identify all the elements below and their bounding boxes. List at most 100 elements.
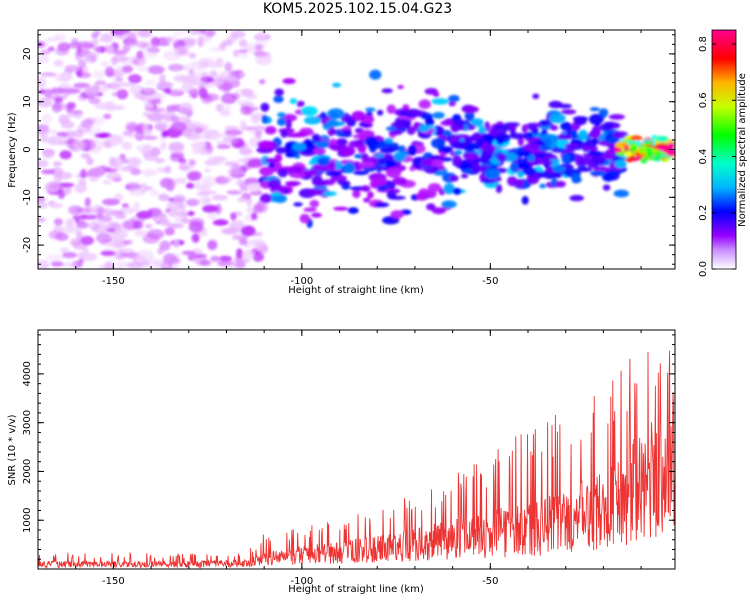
spectrogram-cell xyxy=(116,266,124,269)
spectrogram-cell xyxy=(239,182,249,190)
spectrogram-cell xyxy=(290,171,306,179)
spectrogram-cell xyxy=(126,36,138,48)
x-tick-label: -100 xyxy=(290,576,313,587)
spectrogram-cell xyxy=(189,170,202,181)
spectrogram-cell xyxy=(431,207,446,215)
colorbar-frame xyxy=(711,29,737,270)
spectrogram-cell xyxy=(108,134,124,146)
spectrogram-cell xyxy=(317,157,330,167)
spectrogram-cell xyxy=(159,74,166,84)
spectrogram-cell xyxy=(65,218,75,228)
spectrogram-cell xyxy=(240,225,256,237)
spectrogram-cell xyxy=(604,149,616,161)
spectrogram-cell xyxy=(386,104,396,114)
spectrogram-cell xyxy=(374,153,384,158)
spectrogram-cell xyxy=(252,251,264,262)
spectrogram-cell xyxy=(181,83,194,90)
spectrogram-cell xyxy=(319,112,327,119)
spectrogram-cell xyxy=(438,165,446,171)
y-tick-label: 3000 xyxy=(22,410,33,435)
spectrogram-cell xyxy=(230,212,237,221)
spectrogram-cell xyxy=(146,186,153,191)
spectrogram-cell xyxy=(369,69,382,80)
spectrogram-cell xyxy=(188,221,204,233)
spectrogram-cell xyxy=(185,63,194,73)
spectrogram-cell xyxy=(539,183,547,189)
spectrogram-cell xyxy=(147,112,165,122)
spectrogram-cell xyxy=(139,87,157,96)
spectrogram-cell xyxy=(532,93,540,100)
spectrogram-cell xyxy=(134,229,148,237)
spectrogram-cell xyxy=(75,221,89,229)
spectrogram-cell xyxy=(51,102,62,113)
spectrogram-cell xyxy=(173,239,180,248)
spectrogram-cell xyxy=(122,65,133,73)
spectrogram-cell xyxy=(264,125,277,135)
spectrogram-cell xyxy=(38,159,49,168)
spectrogram-cell xyxy=(212,219,229,226)
spectrogram-cell xyxy=(91,38,103,43)
spectrogram-cell xyxy=(448,100,456,107)
spectrogram-cell xyxy=(184,30,197,34)
spectrogram-cell xyxy=(69,238,82,247)
spectrogram-cell xyxy=(560,109,577,115)
spectrogram-cell xyxy=(294,168,303,174)
spectrogram-cell xyxy=(103,211,122,216)
snr-frame xyxy=(37,329,676,570)
spectrogram-cell xyxy=(160,141,167,151)
spectrogram-cell xyxy=(100,60,109,67)
spectrogram-cell xyxy=(238,147,253,156)
spectrogram-cell xyxy=(102,179,112,185)
spectrogram-cell xyxy=(198,33,212,43)
spectrogram-cell xyxy=(122,219,141,230)
spectrogram-cell xyxy=(452,114,461,122)
spectrogram-cell xyxy=(193,179,201,189)
spectrogram-cell xyxy=(134,41,149,48)
spectrogram-cell xyxy=(216,144,231,149)
spectrogram-cell xyxy=(233,220,243,229)
spectrogram-cell xyxy=(154,158,165,164)
spectrogram-cell xyxy=(376,109,384,116)
snr-background xyxy=(38,330,675,569)
spectrogram-cell xyxy=(462,168,473,174)
spectrogram-cell xyxy=(44,88,52,99)
spectrogram-cell xyxy=(555,180,566,188)
spectrogram-cell xyxy=(658,146,667,152)
spectrogram-cell xyxy=(155,41,171,47)
spectrogram-cell xyxy=(251,242,265,247)
spectrogram-cell xyxy=(646,151,655,157)
spectrogram-cell xyxy=(38,196,46,203)
spectrogram-cell xyxy=(360,185,371,192)
spectrogram-cell xyxy=(161,130,169,138)
spectrogram-cell xyxy=(123,239,133,245)
spectrogram-cell xyxy=(237,49,249,54)
spectrogram-cell xyxy=(367,191,374,199)
spectrogram-cell xyxy=(133,201,140,212)
spectrogram-cell xyxy=(440,120,456,126)
spectrogram-cell xyxy=(465,152,473,160)
spectrogram-cell xyxy=(49,203,63,209)
spectrogram-cell xyxy=(38,55,50,64)
spectrogram-cell xyxy=(104,101,116,112)
spectrogram-cell xyxy=(96,163,109,170)
spectrogram-cell xyxy=(181,250,196,256)
spectrogram-cell xyxy=(521,195,529,205)
spectrogram-cell xyxy=(239,53,249,58)
spectrogram-cell xyxy=(158,82,174,87)
spectrogram-cell xyxy=(84,197,91,208)
y-tick-label: 1000 xyxy=(22,507,33,532)
spectrogram-cell xyxy=(507,175,518,187)
spectrogram-cell xyxy=(59,71,73,82)
spectrogram-cell xyxy=(223,175,233,180)
spectrogram-cell xyxy=(191,148,210,155)
spectrogram-cell xyxy=(321,191,337,197)
spectrogram-cell xyxy=(38,89,46,95)
spectrogram-cell xyxy=(56,131,68,137)
spectrogram-cell xyxy=(209,70,218,78)
spectrogram-cell xyxy=(117,210,125,218)
spectrogram-cell xyxy=(495,133,511,139)
spectrogram-cell xyxy=(52,161,63,167)
x-tick-label: -100 xyxy=(290,276,313,287)
spectrogram-cell xyxy=(604,121,616,126)
spectrogram-cell xyxy=(57,42,71,52)
